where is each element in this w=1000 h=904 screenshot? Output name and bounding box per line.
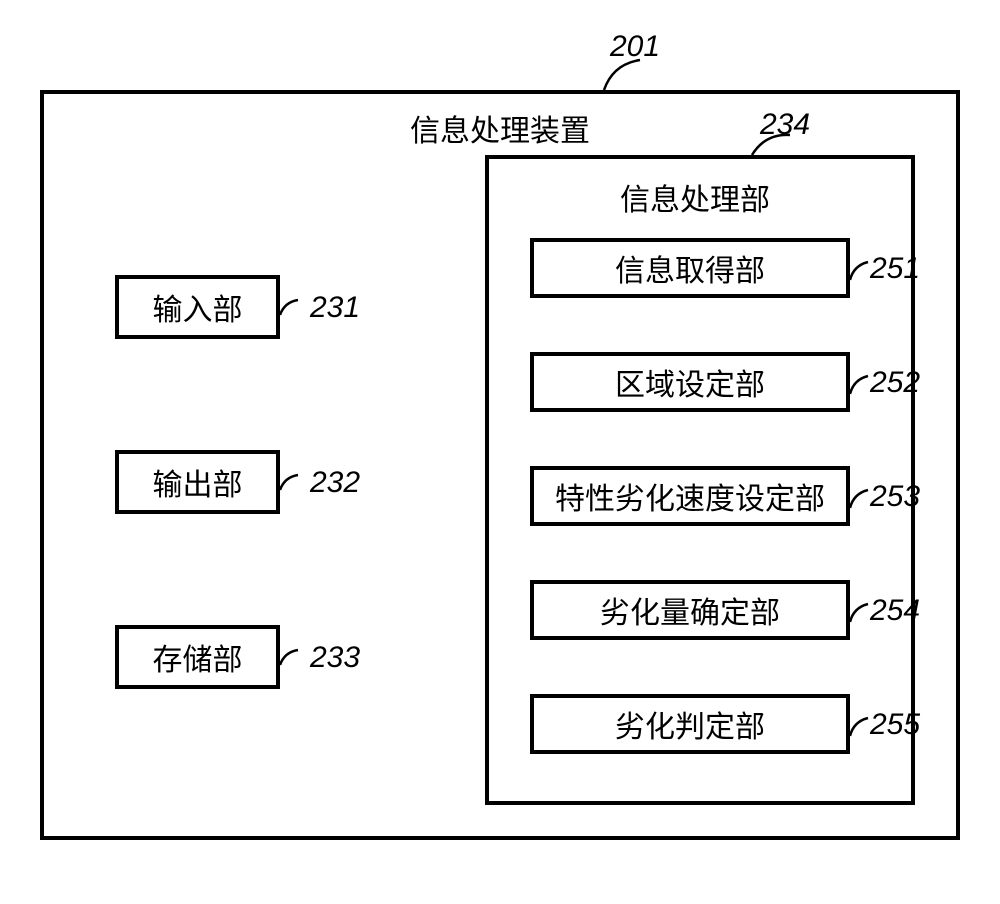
left-block-input-ref: 231 xyxy=(310,291,360,325)
left-block-input: 输入部 xyxy=(115,275,280,339)
left-block-input-label: 输入部 xyxy=(153,285,243,329)
left-block-output-label: 输出部 xyxy=(153,460,243,504)
left-block-output-ref: 232 xyxy=(310,466,360,500)
sub-block-info-acquire: 信息取得部 xyxy=(530,238,850,298)
sub-block-deg-amount-label: 劣化量确定部 xyxy=(600,588,780,632)
sub-block-deg-rate-set-ref: 253 xyxy=(870,480,920,514)
diagram-canvas: 201 信息处理装置 输入部 231 输出部 232 存储部 233 234 信… xyxy=(40,30,960,845)
sub-block-deg-amount: 劣化量确定部 xyxy=(530,580,850,640)
sub-block-deg-rate-set: 特性劣化速度设定部 xyxy=(530,466,850,526)
outer-ref-label: 201 xyxy=(610,30,660,64)
sub-block-deg-amount-ref: 254 xyxy=(870,594,920,628)
sub-block-region-set-label: 区域设定部 xyxy=(615,360,765,404)
sub-block-deg-judge-ref: 255 xyxy=(870,708,920,742)
left-block-storage-label: 存储部 xyxy=(153,635,243,679)
sub-block-deg-judge-label: 劣化判定部 xyxy=(615,702,765,746)
sub-block-deg-judge: 劣化判定部 xyxy=(530,694,850,754)
left-block-output: 输出部 xyxy=(115,450,280,514)
left-block-storage: 存储部 xyxy=(115,625,280,689)
sub-block-region-set-ref: 252 xyxy=(870,366,920,400)
sub-block-region-set: 区域设定部 xyxy=(530,352,850,412)
inner-title: 信息处理部 xyxy=(620,175,770,219)
left-block-storage-ref: 233 xyxy=(310,641,360,675)
sub-block-deg-rate-set-label: 特性劣化速度设定部 xyxy=(555,474,825,518)
outer-title: 信息处理装置 xyxy=(410,106,590,150)
sub-block-info-acquire-label: 信息取得部 xyxy=(615,246,765,290)
sub-block-info-acquire-ref: 251 xyxy=(870,252,920,286)
inner-ref-label: 234 xyxy=(760,108,810,142)
